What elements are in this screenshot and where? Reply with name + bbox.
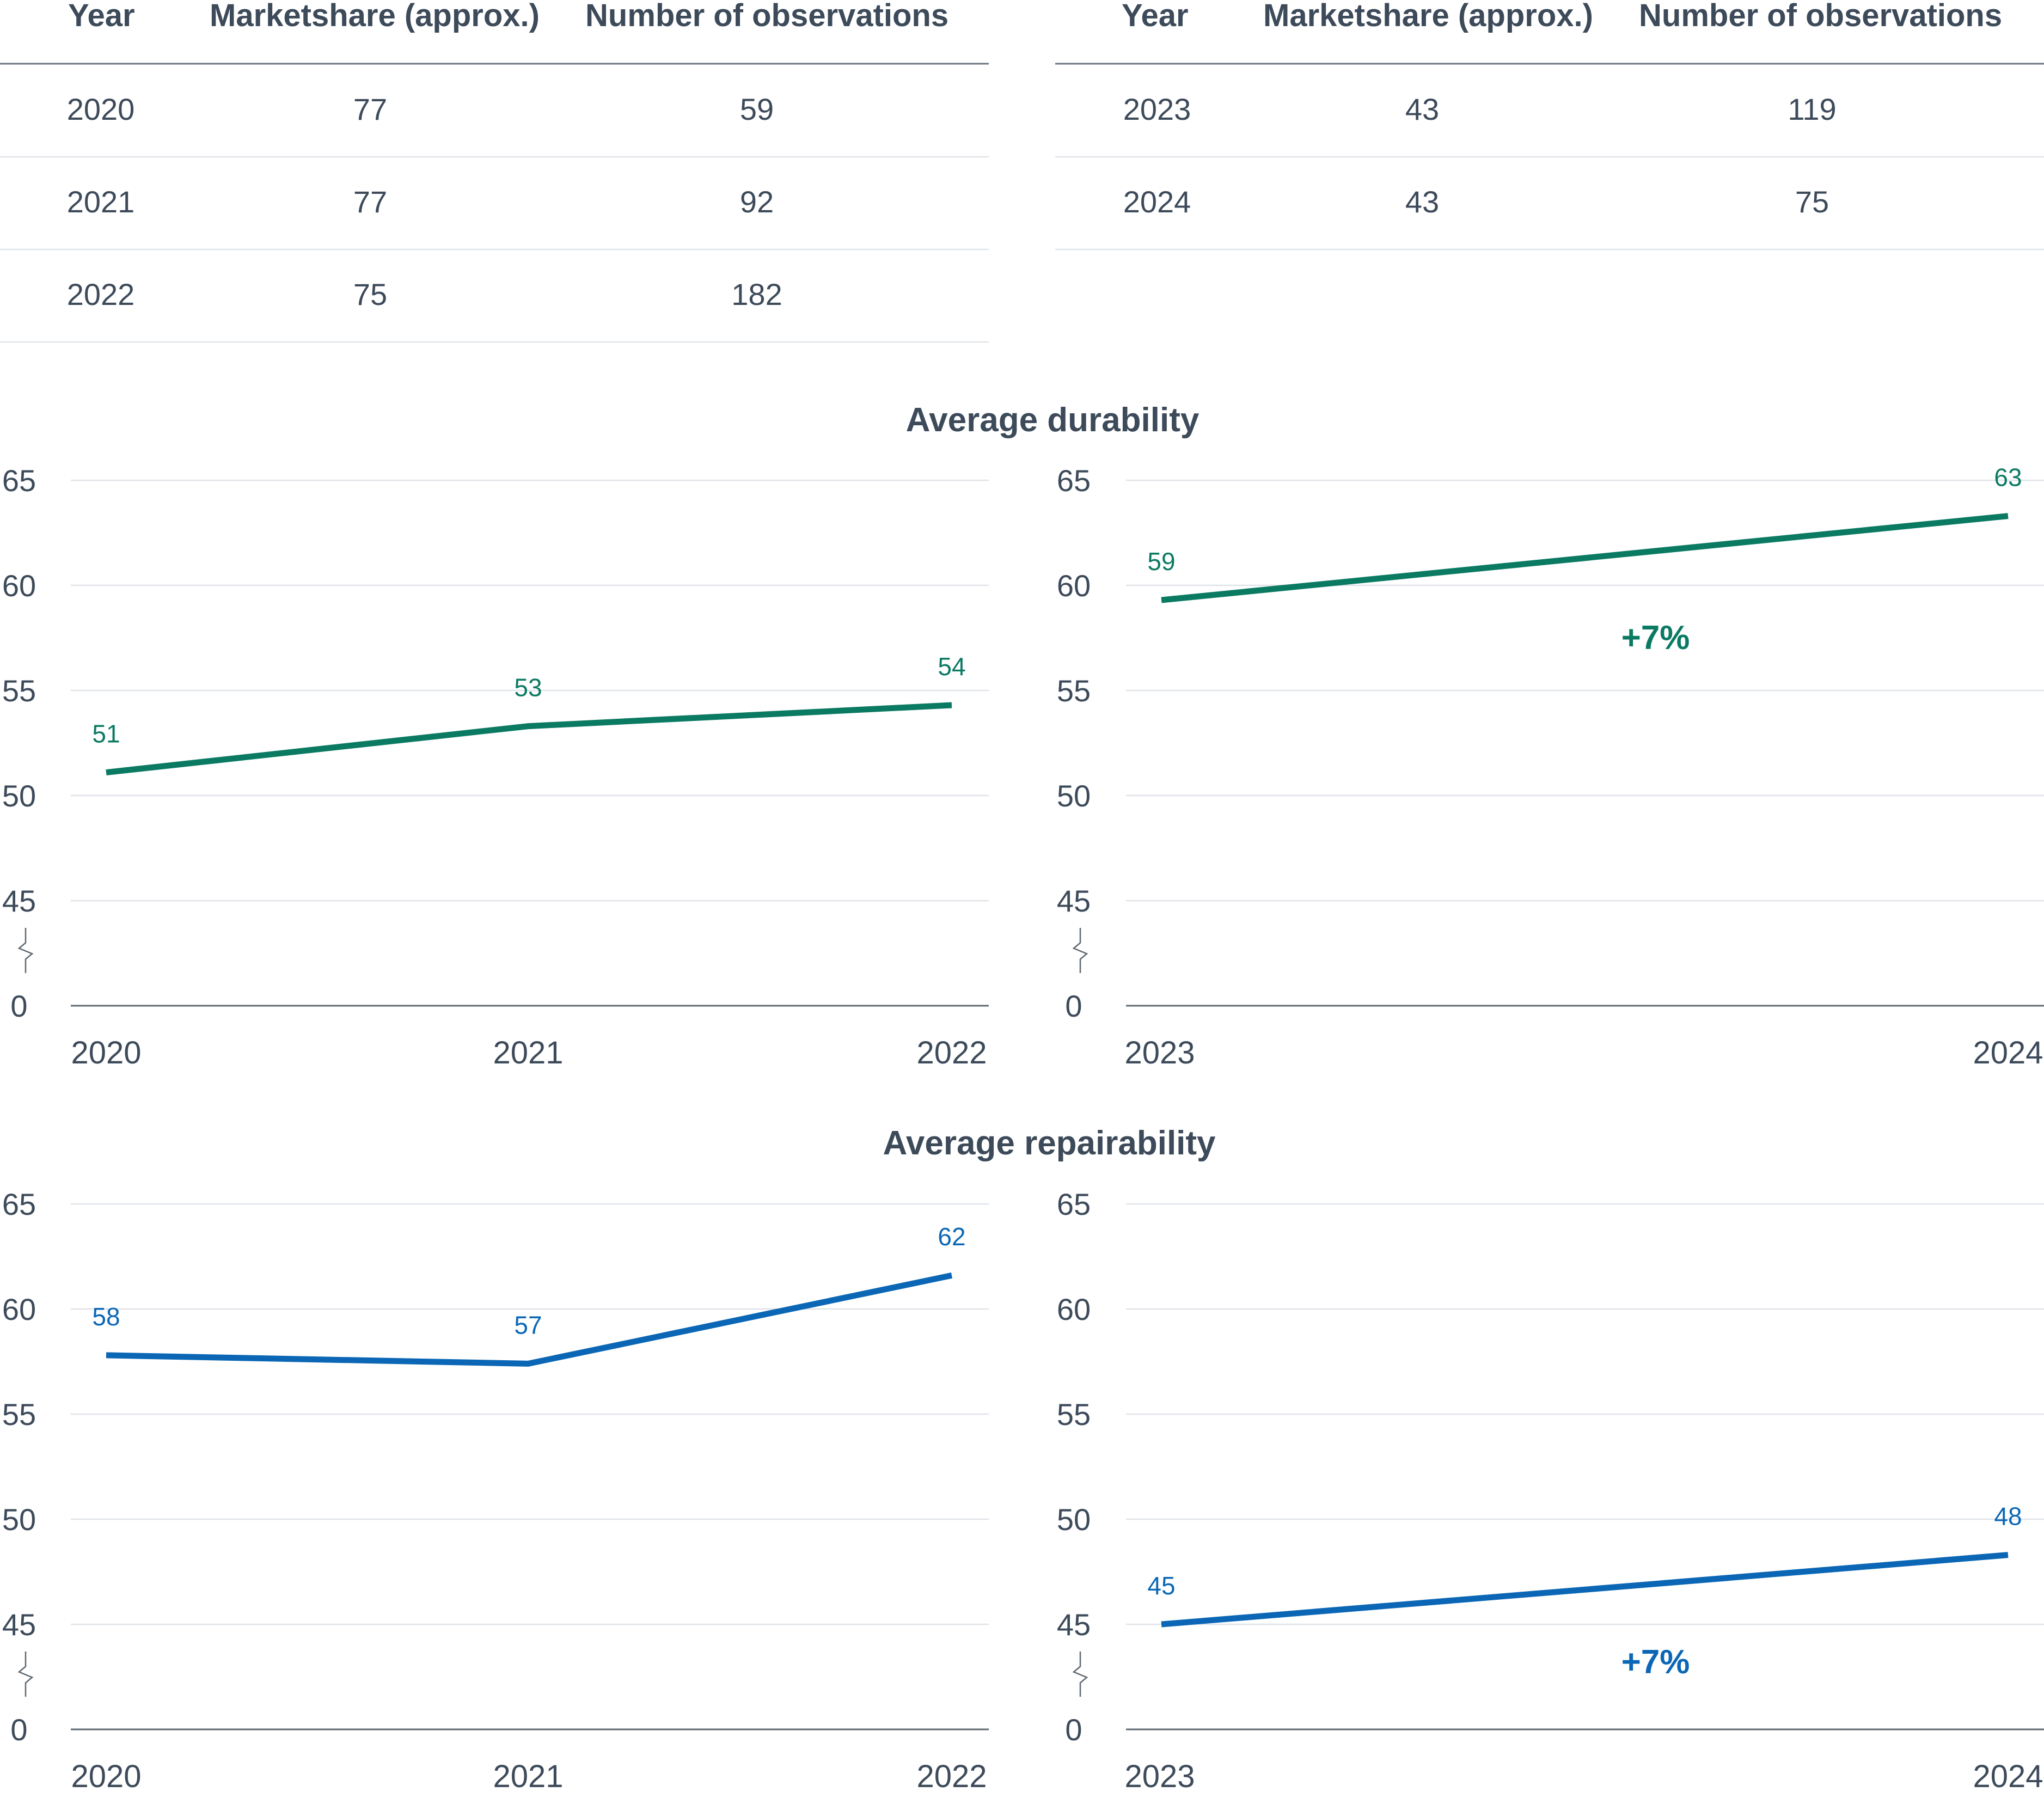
table-1: Year Marketshare (approx.) Number of obser… — [0, 0, 989, 343]
y-tick-label: 50 — [1057, 1502, 1091, 1537]
y-tick-label: 65 — [2, 1187, 36, 1221]
change-annotation: +7% — [1621, 1643, 1690, 1681]
table-cell: 75 — [353, 277, 387, 311]
x-tick-label: 2024 — [1973, 1035, 2043, 1071]
chart-4: 0 45 50 55 60 65 2023 2024 45 48 +7% — [1057, 1187, 2044, 1794]
x-tick-label: 2023 — [1124, 1759, 1195, 1794]
table-cell: 43 — [1405, 185, 1439, 219]
table-cell: 2022 — [67, 277, 135, 311]
x-tick-label: 2021 — [493, 1035, 563, 1071]
axis-break-icon — [17, 1652, 34, 1697]
data-label: 63 — [1994, 463, 2022, 492]
table-cell: 2024 — [1123, 185, 1191, 219]
y-tick-label: 60 — [1057, 568, 1091, 603]
chart-1: 0 45 50 55 60 65 2020 2021 2022 51 53 54 — [2, 463, 989, 1071]
table-row: 2022 75 182 — [67, 277, 782, 311]
table-header: Year — [1122, 0, 1189, 33]
x-tick-label: 2022 — [916, 1759, 987, 1794]
table-cell: 43 — [1405, 92, 1439, 126]
data-label: 45 — [1147, 1571, 1175, 1600]
section-title-repairability: Average repairability — [883, 1124, 1216, 1162]
tables: Year Marketshare (approx.) Number of obser… — [0, 0, 2044, 343]
y-tick-label: 55 — [1057, 1397, 1091, 1432]
y-tick-label: 0 — [1065, 989, 1082, 1023]
axis-break-icon — [17, 928, 34, 973]
y-tick-label: 60 — [2, 568, 36, 603]
table-cell: 2023 — [1123, 92, 1191, 126]
table-header: Number of observations — [585, 0, 948, 33]
x-tick-label: 2023 — [1124, 1035, 1195, 1071]
table-cell: 59 — [740, 92, 774, 126]
data-label: 48 — [1994, 1502, 2022, 1531]
table-cell: 2020 — [67, 92, 135, 126]
table-row: 2023 43 119 — [1123, 92, 1837, 126]
chart-2: 0 45 50 55 60 65 2023 2024 59 63 +7% — [1057, 463, 2044, 1071]
y-tick-label: 60 — [2, 1292, 36, 1326]
data-label: 62 — [938, 1222, 965, 1251]
table-cell: 75 — [1795, 185, 1829, 219]
axis-break-icon — [1072, 1652, 1088, 1697]
table-cell: 182 — [731, 277, 782, 311]
y-tick-label: 65 — [1057, 463, 1091, 498]
y-tick-label: 45 — [2, 884, 36, 918]
y-tick-label: 65 — [2, 463, 36, 498]
data-label: 54 — [938, 652, 965, 681]
x-tick-label: 2024 — [1973, 1759, 2043, 1794]
x-tick-label: 2022 — [916, 1035, 987, 1071]
y-tick-label: 50 — [1057, 779, 1091, 813]
y-tick-label: 50 — [2, 1502, 36, 1537]
table-row: 2024 43 75 — [1123, 185, 1829, 219]
y-tick-label: 55 — [2, 674, 36, 708]
table-header: Year — [68, 0, 135, 33]
table-header: Marketshare (approx.) — [210, 0, 540, 33]
y-tick-label: 0 — [1065, 1713, 1082, 1747]
data-label: 59 — [1147, 547, 1175, 576]
y-tick-label: 45 — [1057, 884, 1091, 918]
table-header: Marketshare (approx.) — [1263, 0, 1593, 33]
table-row: 2021 77 92 — [67, 185, 774, 219]
data-label: 57 — [514, 1311, 542, 1339]
table-cell: 92 — [740, 185, 774, 219]
x-tick-label: 2020 — [71, 1035, 141, 1071]
y-tick-label: 55 — [1057, 674, 1091, 708]
data-label: 53 — [514, 674, 542, 702]
y-tick-label: 60 — [1057, 1292, 1091, 1326]
x-tick-label: 2020 — [71, 1759, 141, 1794]
y-tick-label: 65 — [1057, 1187, 1091, 1221]
table-cell: 2021 — [67, 185, 135, 219]
charts: 0 45 50 55 60 65 2020 2021 2022 51 53 54 0 45 50 55 60 65… — [2, 463, 2044, 1794]
data-label: 51 — [92, 720, 120, 748]
series-line — [1161, 513, 2009, 603]
chart-3: 0 45 50 55 60 65 2020 2021 2022 58 57 62 — [2, 1187, 989, 1794]
y-tick-label: 0 — [10, 1713, 27, 1747]
y-tick-label: 55 — [2, 1397, 36, 1432]
table-2: Year Marketshare (approx.) Number of obser… — [1055, 0, 2044, 250]
y-tick-label: 0 — [10, 989, 27, 1023]
table-header: Number of observations — [1639, 0, 2002, 33]
table-cell: 77 — [353, 92, 387, 126]
section-title-durability: Average durability — [906, 401, 1200, 439]
y-tick-label: 45 — [2, 1607, 36, 1642]
table-row: 2020 77 59 — [67, 92, 774, 126]
change-annotation: +7% — [1621, 619, 1690, 657]
y-tick-label: 45 — [1057, 1607, 1091, 1642]
axis-break-icon — [1072, 928, 1088, 973]
x-tick-label: 2021 — [493, 1759, 563, 1794]
table-cell: 119 — [1788, 92, 1836, 126]
series-line — [1161, 1552, 2009, 1628]
table-cell: 77 — [353, 185, 387, 219]
y-tick-label: 50 — [2, 779, 36, 813]
data-label: 58 — [92, 1302, 120, 1331]
series-line — [106, 702, 952, 776]
